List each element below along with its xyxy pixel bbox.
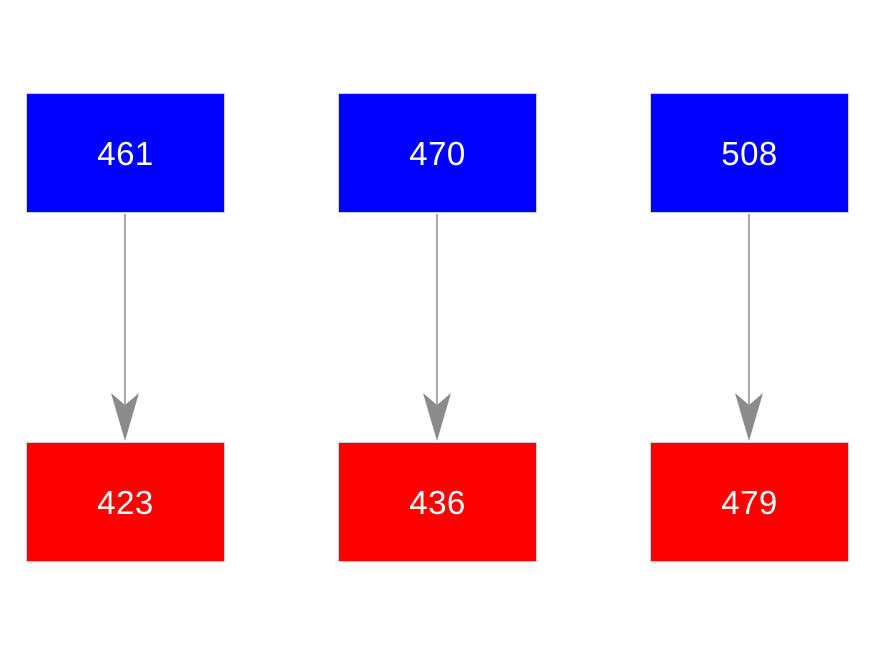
arrow-head-icon: [735, 393, 763, 441]
source-node: 470: [338, 93, 537, 213]
down-arrow-connector: [735, 214, 763, 441]
diagram-column-1: 461 423: [26, 93, 225, 562]
target-node: 479: [650, 442, 849, 562]
diagram-column-3: 508 479: [650, 93, 849, 562]
target-node: 436: [338, 442, 537, 562]
arrow-head-icon: [111, 393, 139, 441]
source-node: 508: [650, 93, 849, 213]
target-node: 423: [26, 442, 225, 562]
source-node: 461: [26, 93, 225, 213]
diagram-column-2: 470 436: [338, 93, 537, 562]
down-arrow-connector: [423, 214, 451, 441]
arrow-head-icon: [423, 393, 451, 441]
down-arrow-connector: [111, 214, 139, 441]
